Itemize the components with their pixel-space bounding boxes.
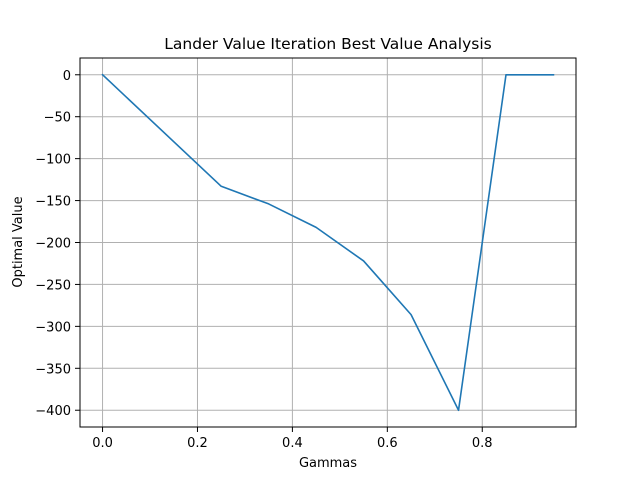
y-tick-label: 0 <box>63 69 71 84</box>
x-tick-label: 0.6 <box>377 436 398 451</box>
y-tick-label: −200 <box>35 237 71 252</box>
chart-title: Lander Value Iteration Best Value Analys… <box>164 35 491 53</box>
y-tick-label: −50 <box>44 111 71 126</box>
y-tick-label: −350 <box>35 362 71 377</box>
x-tick-label: 0.8 <box>472 436 493 451</box>
x-axis-label: Gammas <box>299 456 357 471</box>
y-axis-label: Optimal Value <box>11 196 26 287</box>
x-axis-ticks: 0.0 0.2 0.4 0.6 0.8 <box>92 427 493 451</box>
x-tick-label: 0.2 <box>187 436 208 451</box>
y-tick-label: −250 <box>35 278 71 293</box>
y-tick-label: −300 <box>35 320 71 335</box>
series-layer <box>101 73 555 412</box>
y-tick-label: −400 <box>35 404 71 419</box>
y-tick-label: −150 <box>35 195 71 210</box>
series-line <box>101 73 555 412</box>
x-tick-label: 0.0 <box>92 436 113 451</box>
y-axis-ticks: 0 −50 −100 −150 −200 −250 −300 −350 −400 <box>35 69 80 419</box>
x-tick-label: 0.4 <box>282 436 303 451</box>
y-tick-label: −100 <box>35 153 71 168</box>
